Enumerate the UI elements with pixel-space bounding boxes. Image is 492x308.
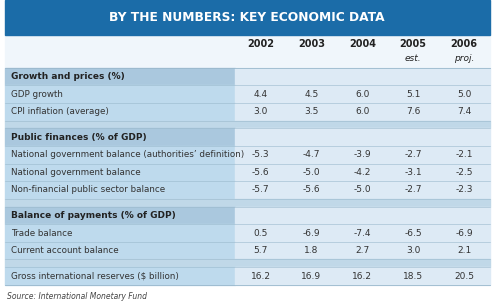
Bar — [5, 85, 235, 103]
Text: 6.0: 6.0 — [355, 107, 369, 116]
Text: National government balance: National government balance — [11, 168, 140, 177]
Text: 20.5: 20.5 — [454, 272, 474, 281]
Text: -4.2: -4.2 — [354, 168, 371, 177]
Text: Balance of payments (% of GDP): Balance of payments (% of GDP) — [11, 211, 176, 220]
Bar — [235, 224, 490, 242]
Text: 2002: 2002 — [247, 39, 274, 50]
Text: -5.3: -5.3 — [252, 150, 269, 159]
Text: -3.1: -3.1 — [404, 168, 422, 177]
Text: 16.2: 16.2 — [352, 272, 372, 281]
Text: 7.4: 7.4 — [457, 107, 471, 116]
Text: -5.6: -5.6 — [303, 185, 320, 194]
Bar — [5, 199, 490, 207]
Text: 2006: 2006 — [451, 39, 478, 50]
Text: 16.9: 16.9 — [302, 272, 321, 281]
Bar — [5, 242, 235, 259]
Text: 16.2: 16.2 — [250, 272, 271, 281]
Bar — [235, 164, 490, 181]
Text: 1.8: 1.8 — [304, 246, 319, 255]
Bar — [5, 224, 235, 242]
Text: 2004: 2004 — [349, 39, 376, 50]
Bar — [235, 146, 490, 164]
Text: Non-financial public sector balance: Non-financial public sector balance — [11, 185, 165, 194]
Text: Current account balance: Current account balance — [11, 246, 119, 255]
Bar — [5, 128, 235, 146]
Text: 2005: 2005 — [400, 39, 427, 50]
Text: 5.1: 5.1 — [406, 90, 420, 99]
Text: Public finances (% of GDP): Public finances (% of GDP) — [11, 133, 147, 142]
Text: Gross international reserves ($ billion): Gross international reserves ($ billion) — [11, 272, 179, 281]
Text: -5.6: -5.6 — [252, 168, 269, 177]
Text: -6.9: -6.9 — [303, 229, 320, 237]
Bar — [5, 259, 490, 267]
Bar — [235, 85, 490, 103]
Text: 2.7: 2.7 — [355, 246, 369, 255]
Text: 5.0: 5.0 — [457, 90, 471, 99]
Bar — [5, 146, 235, 164]
Bar — [5, 207, 235, 224]
Text: -7.4: -7.4 — [354, 229, 371, 237]
Text: 6.0: 6.0 — [355, 90, 369, 99]
Text: Source: International Monetary Fund: Source: International Monetary Fund — [7, 292, 148, 301]
Bar — [5, 181, 235, 199]
Bar — [5, 35, 490, 68]
Bar — [235, 267, 490, 285]
Bar — [235, 242, 490, 259]
Text: 2.1: 2.1 — [457, 246, 471, 255]
Text: -5.0: -5.0 — [354, 185, 371, 194]
Text: GDP growth: GDP growth — [11, 90, 62, 99]
Text: 0.5: 0.5 — [253, 229, 268, 237]
Text: CPI inflation (average): CPI inflation (average) — [11, 107, 109, 116]
Text: 4.5: 4.5 — [305, 90, 318, 99]
Text: -5.7: -5.7 — [252, 185, 269, 194]
Text: 18.5: 18.5 — [403, 272, 423, 281]
Text: proj.: proj. — [454, 54, 474, 63]
Text: 5.7: 5.7 — [253, 246, 268, 255]
Bar — [5, 164, 235, 181]
Text: Trade balance: Trade balance — [11, 229, 72, 237]
Text: 2003: 2003 — [298, 39, 325, 50]
Text: -6.5: -6.5 — [404, 229, 422, 237]
Bar — [235, 207, 490, 224]
Text: -5.0: -5.0 — [303, 168, 320, 177]
Text: 3.0: 3.0 — [253, 107, 268, 116]
Text: -2.7: -2.7 — [404, 150, 422, 159]
Text: Growth and prices (%): Growth and prices (%) — [11, 72, 124, 81]
Text: 4.4: 4.4 — [253, 90, 268, 99]
Bar — [5, 103, 235, 120]
Text: -2.5: -2.5 — [456, 168, 473, 177]
Bar — [235, 128, 490, 146]
Text: BY THE NUMBERS: KEY ECONOMIC DATA: BY THE NUMBERS: KEY ECONOMIC DATA — [109, 11, 385, 24]
Text: National government balance (authorities’ definition): National government balance (authorities… — [11, 150, 244, 159]
Bar — [235, 103, 490, 120]
Text: 7.6: 7.6 — [406, 107, 420, 116]
Text: -2.3: -2.3 — [456, 185, 473, 194]
Text: est.: est. — [405, 54, 422, 63]
Text: -4.7: -4.7 — [303, 150, 320, 159]
Bar — [5, 120, 490, 128]
Text: -6.9: -6.9 — [455, 229, 473, 237]
Bar — [235, 68, 490, 85]
Text: -2.7: -2.7 — [404, 185, 422, 194]
Text: 3.0: 3.0 — [406, 246, 420, 255]
Text: -2.1: -2.1 — [456, 150, 473, 159]
Bar — [5, 267, 235, 285]
Bar — [5, 68, 235, 85]
Text: -3.9: -3.9 — [354, 150, 371, 159]
Bar — [235, 181, 490, 199]
Bar — [5, 0, 490, 35]
Text: 3.5: 3.5 — [304, 107, 319, 116]
